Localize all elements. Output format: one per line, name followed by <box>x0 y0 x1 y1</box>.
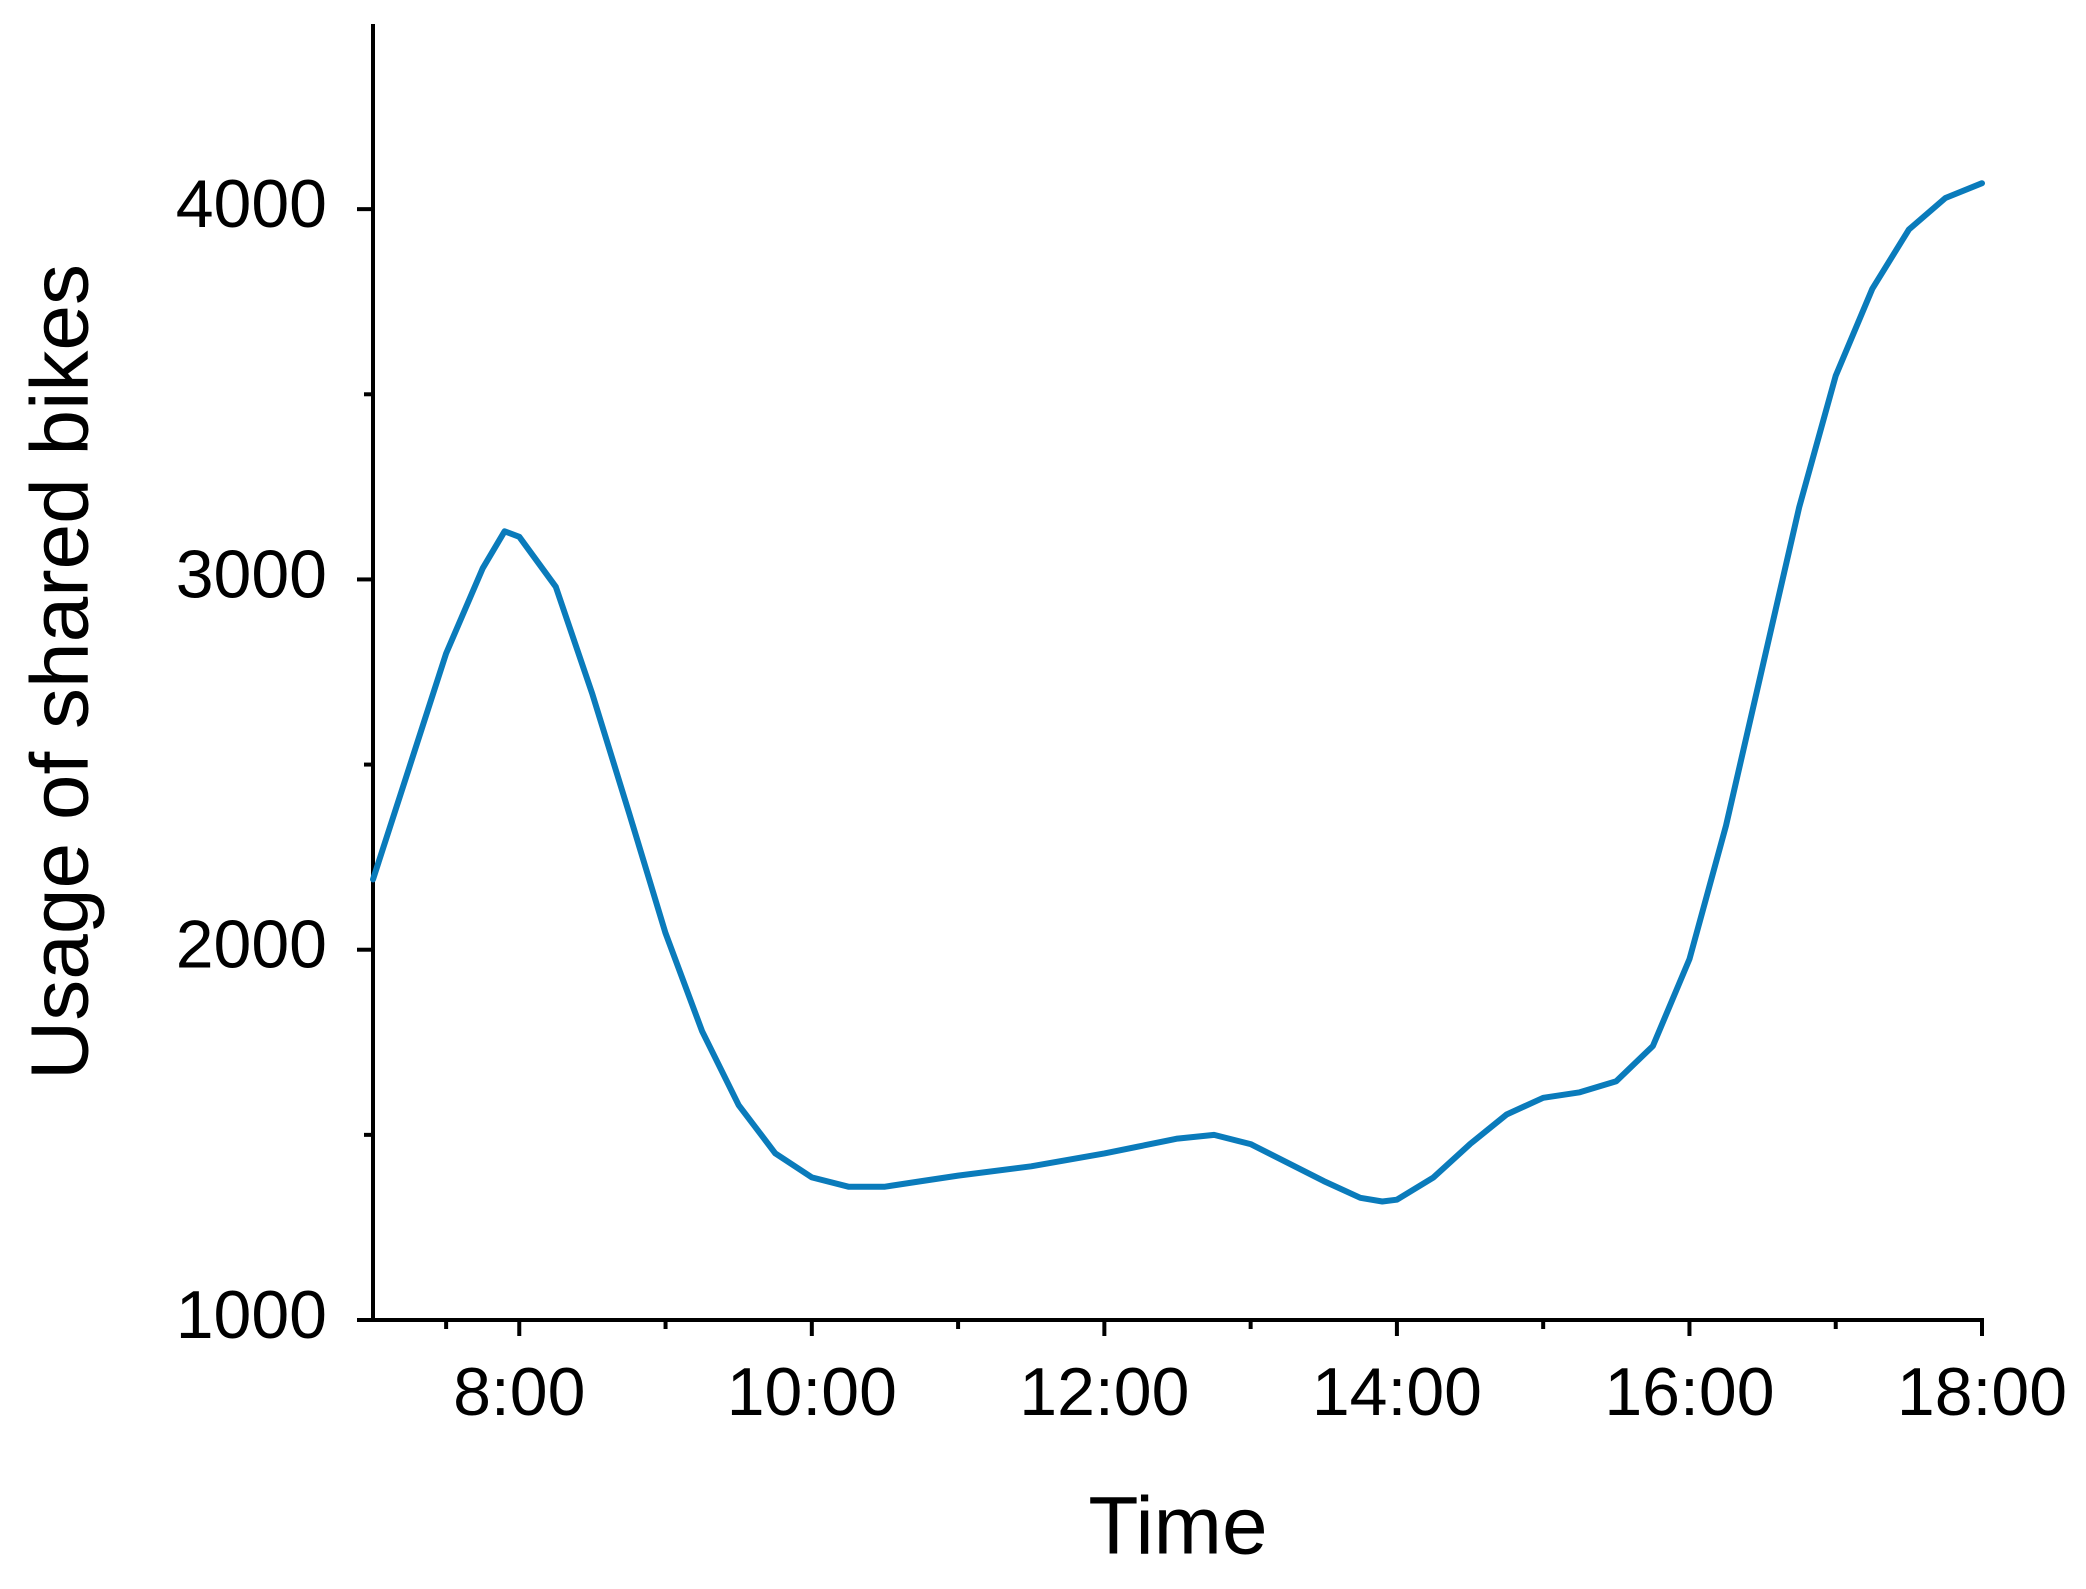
y-tick-label: 1000 <box>176 1277 327 1353</box>
x-axis-title: Time <box>1088 1481 1267 1572</box>
y-axis-title: Usage of shared bikes <box>15 264 106 1080</box>
x-tick-label: 18:00 <box>1897 1354 2067 1430</box>
y-tick-label: 4000 <box>176 166 327 242</box>
x-tick-label: 14:00 <box>1312 1354 1482 1430</box>
y-tick-label: 3000 <box>176 536 327 612</box>
data-line <box>370 180 1985 1205</box>
x-tick-label: 16:00 <box>1604 1354 1774 1430</box>
x-tick-label: 12:00 <box>1019 1354 1189 1430</box>
x-tick-label: 10:00 <box>727 1354 897 1430</box>
x-tick-label: 8:00 <box>453 1354 585 1430</box>
y-tick-label: 2000 <box>176 907 327 983</box>
